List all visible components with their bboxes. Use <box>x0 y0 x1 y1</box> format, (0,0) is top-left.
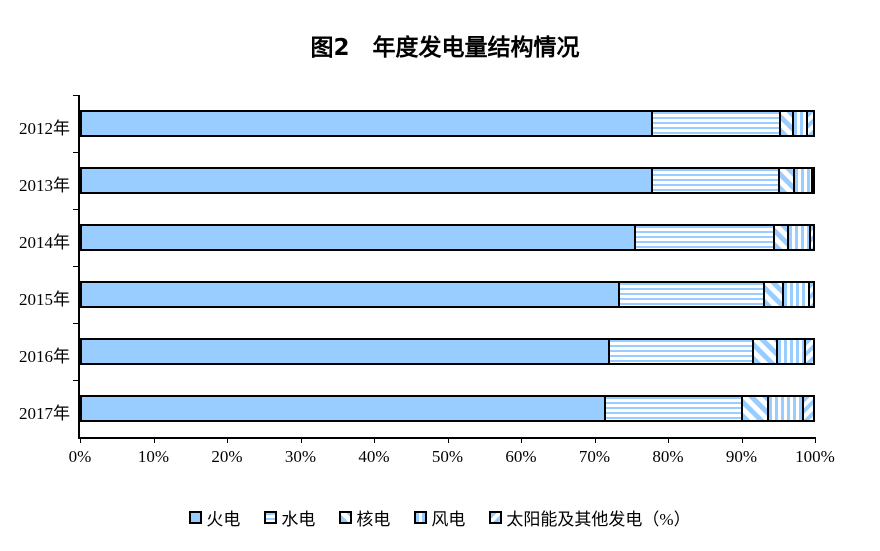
x-axis-tick <box>815 437 816 443</box>
legend-marker-vertical-stripes-icon <box>414 511 428 524</box>
bar-segment-horizontal-stripes <box>603 397 741 420</box>
bar-segment-vertical-stripes <box>787 226 810 249</box>
bar-segment-diagonal-down-stripes <box>772 226 788 249</box>
legend-label: 水电 <box>281 510 316 529</box>
y-axis-label: 2015年 <box>19 289 70 309</box>
legend-label: 火电 <box>206 510 241 529</box>
bar-segment-diagonal-down-stripes <box>763 283 782 306</box>
y-axis-boundary-tick <box>73 380 78 381</box>
legend-label: 太阳能及其他发电（%） <box>506 510 691 529</box>
legend-marker-diagonal-up-stripes-icon <box>489 511 503 524</box>
x-axis-tick <box>668 437 669 443</box>
y-axis-boundary-tick <box>73 209 78 210</box>
legend-label: 核电 <box>356 510 391 529</box>
x-axis-tick <box>227 437 228 443</box>
bar-segment-solid <box>82 112 651 135</box>
bar-segment-diagonal-up-stripes <box>809 226 813 249</box>
y-axis-boundary-tick <box>73 152 78 153</box>
bar-segment-horizontal-stripes <box>607 340 752 363</box>
y-axis-boundary-tick <box>73 95 78 96</box>
stacked-bar-row <box>80 338 815 365</box>
y-axis-label: 2012年 <box>19 118 70 138</box>
bar-segment-solid <box>82 169 652 192</box>
stacked-bar-row <box>80 224 815 251</box>
legend-item: 核电 <box>339 505 390 530</box>
bar-segment-diagonal-up-stripes <box>802 397 813 420</box>
bar-segment-horizontal-stripes <box>617 283 764 306</box>
chart-title: 图2 年度发电量结构情况 <box>310 35 580 61</box>
stacked-bar-row <box>80 395 815 422</box>
y-axis-label: 2017年 <box>19 403 70 423</box>
x-axis-tick-label: 40% <box>358 447 390 466</box>
bar-segment-diagonal-up-stripes <box>806 112 813 135</box>
x-axis-tick-label: 60% <box>505 447 537 466</box>
bar-segment-solid <box>82 283 618 306</box>
x-axis-tick-label: 80% <box>652 447 684 466</box>
x-axis-tick <box>300 437 302 443</box>
x-axis-tick-label: 10% <box>137 447 170 466</box>
x-axis-tick-label: 0% <box>68 447 92 466</box>
legend-item: 太阳能及其他发电（%） <box>489 505 691 530</box>
stacked-bar-row <box>80 167 815 194</box>
plot-area: 2012年 2013年 2014年 2015年 2016年 2017年 0% 10% 20% 30… <box>19 95 835 466</box>
x-axis-tick-label: 30% <box>284 447 317 466</box>
bar-segment-vertical-stripes <box>781 283 808 306</box>
stacked-bar-row <box>80 281 815 308</box>
bar-segment-solid <box>82 340 608 363</box>
legend-marker-horizontal-stripes-icon <box>264 511 278 524</box>
bar-segment-horizontal-stripes <box>651 169 779 192</box>
legend-marker-diagonal-down-stripes-icon <box>339 511 353 524</box>
x-axis-tick-label: 90% <box>725 447 758 466</box>
x-axis-tick-label: 70% <box>578 447 611 466</box>
y-axis-label: 2013年 <box>19 175 70 195</box>
bar-segment-vertical-stripes <box>791 112 807 135</box>
bar-segment-diagonal-down-stripes <box>778 112 792 135</box>
bar-segment-diagonal-down-stripes <box>778 169 793 192</box>
x-axis-tick <box>447 437 449 443</box>
x-axis-tick <box>741 437 743 443</box>
x-axis-tick <box>153 437 155 443</box>
legend-item: 水电 <box>264 505 315 530</box>
bar-segment-diagonal-up-stripes <box>807 283 813 306</box>
stacked-bar-row <box>80 110 815 137</box>
legend-item: 风电 <box>414 505 465 530</box>
bar-segment-diagonal-down-stripes <box>740 397 767 420</box>
y-axis-boundary-tick <box>73 266 78 267</box>
bar-segment-horizontal-stripes <box>650 112 779 135</box>
bar-segment-solid <box>82 226 634 249</box>
bar-segment-vertical-stripes <box>792 169 811 192</box>
legend: 火电 水电 核电 风电 太阳能及其他发电（%） <box>0 505 880 530</box>
x-axis-tick-label: 100% <box>795 447 835 466</box>
legend-item: 火电 <box>189 505 240 530</box>
bar-segment-solid <box>82 397 604 420</box>
bar-segment-vertical-stripes <box>766 397 802 420</box>
legend-label: 风电 <box>431 510 466 529</box>
bar-segment-vertical-stripes <box>775 340 805 363</box>
y-axis-boundary-tick <box>73 323 78 324</box>
x-axis-tick <box>80 437 81 443</box>
bar-segment-diagonal-up-stripes <box>804 340 813 363</box>
legend-marker-solid-icon <box>189 511 203 524</box>
x-axis-tick <box>374 437 375 443</box>
x-axis-tick <box>594 437 596 443</box>
y-axis-label: 2016年 <box>19 346 70 366</box>
y-axis-label: 2014年 <box>19 232 70 252</box>
x-axis-tick-label: 20% <box>211 447 243 466</box>
bar-segment-diagonal-down-stripes <box>751 340 776 363</box>
x-axis-tick-label: 50% <box>431 447 464 466</box>
x-axis-tick <box>521 437 522 443</box>
bar-segment-diagonal-up-stripes <box>810 169 813 192</box>
bar-segment-horizontal-stripes <box>633 226 773 249</box>
